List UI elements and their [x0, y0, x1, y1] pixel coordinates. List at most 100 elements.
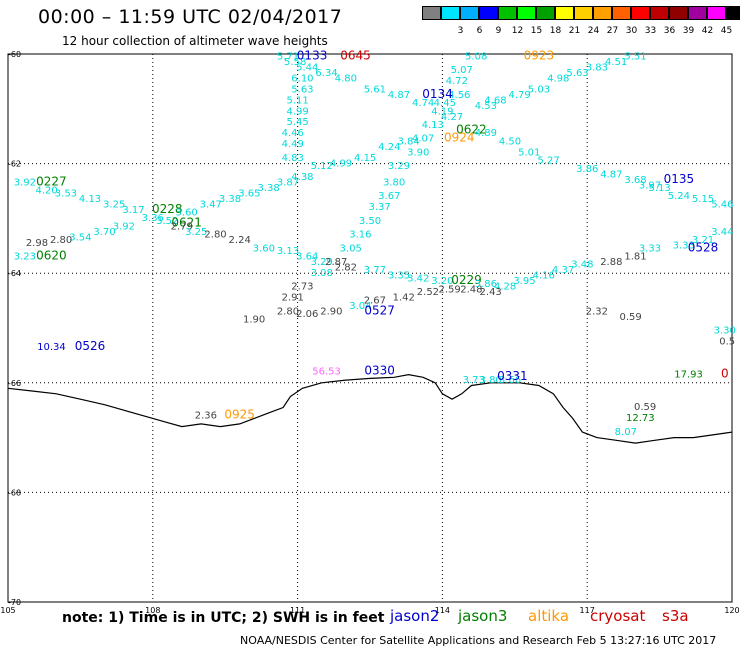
wave-height-label: 56.53 [312, 367, 341, 378]
wave-height-label: 4.24 [378, 142, 400, 153]
wave-height-label: 3.50 [359, 216, 381, 227]
color-bin-label: 24 [587, 26, 600, 36]
wave-height-label: 2.82 [335, 262, 357, 273]
lat-tick-label: -66 [8, 379, 21, 388]
lat-tick-label: -68 [8, 488, 21, 497]
lon-tick-label: 117 [580, 606, 595, 615]
wave-height-label: 4.53 [475, 101, 497, 112]
wave-height-label: 5.61 [364, 84, 386, 95]
wave-height-label: 3.42 [407, 273, 429, 284]
wave-height-label: 5.27 [537, 156, 559, 167]
color-bin-label: 15 [530, 26, 543, 36]
color-bin-swatch [517, 6, 536, 20]
wave-height-label: 4.83 [282, 153, 304, 164]
color-bin-label: 3 [457, 26, 464, 36]
color-bin-label: 18 [549, 26, 562, 36]
pass-time-label: 0621 [171, 216, 202, 230]
wave-height-label: 5.24 [668, 191, 690, 202]
lon-tick-label: 120 [724, 606, 739, 615]
pass-time-label: 0228 [152, 202, 183, 216]
color-bin-swatch [479, 6, 498, 20]
wave-height-label: 4.16 [533, 271, 555, 282]
color-bin-swatch [726, 6, 740, 20]
wave-height-label: 2.80 [50, 235, 72, 246]
wave-height-label: 3.48 [571, 260, 593, 271]
wave-height-label: 3.65 [238, 188, 260, 199]
wave-height-label: 4.38 [291, 172, 313, 183]
lat-tick-label: -62 [8, 160, 21, 169]
wave-height-label: 2.06 [296, 309, 318, 320]
wave-height-label: 10.34 [37, 342, 66, 353]
lon-tick-label: 111 [290, 606, 305, 615]
pass-time-label: 0134 [422, 87, 453, 101]
wave-height-label: 3.29 [311, 257, 333, 268]
wave-height-label: 3.29 [388, 161, 410, 172]
wave-height-label: 2.91 [282, 293, 304, 304]
lon-tick-label: 105 [0, 606, 15, 615]
wave-height-label: 3.33 [673, 241, 695, 252]
map-frame [7, 53, 733, 603]
wave-height-label: 0.59 [620, 312, 642, 323]
color-bin-label: 9 [495, 26, 502, 36]
wave-height-label: 3.08 [311, 268, 333, 279]
wave-height-label: 2.24 [229, 235, 251, 246]
footer-note: note: 1) Time is in UTC; 2) SWH is in fe… [62, 610, 385, 626]
color-bin-label: 45 [720, 26, 733, 36]
wave-height-label: 17.93 [674, 369, 703, 380]
wave-height-label: 5.13 [648, 183, 670, 194]
wave-height-label: 2.87 [325, 257, 347, 268]
color-bin-swatch [574, 6, 593, 20]
legend-jason3: jason3 [458, 607, 508, 625]
wave-height-label: 6.10 [291, 73, 313, 84]
legend-altika: altika [528, 607, 570, 625]
coastline [7, 373, 733, 444]
wave-height-label: 3.25 [185, 227, 207, 238]
wave-height-label: 2.79 [171, 221, 193, 232]
wave-height-label: 1.90 [243, 315, 265, 326]
color-bin-label: 36 [663, 26, 676, 36]
wave-height-label: 5.58 [284, 57, 306, 68]
color-bin-label: 12 [511, 26, 524, 36]
wave-height-label: 3.77 [364, 265, 386, 276]
wave-height-label: 5.08 [465, 51, 487, 62]
wave-height-label: 4.87 [388, 90, 410, 101]
lat-tick-label: -60 [8, 50, 21, 59]
pass-time-label: 0925 [224, 407, 255, 421]
lat-tick-label: -64 [8, 269, 21, 278]
wave-height-label: 4.87 [600, 169, 622, 180]
wave-height-label: 3.80 [480, 375, 502, 386]
wave-height-label: 3.21 [692, 235, 714, 246]
wave-height-label: 3.04 [349, 301, 371, 312]
wave-height-label: 4.68 [484, 95, 506, 106]
wave-height-label: 5.44 [296, 62, 318, 73]
wave-height-label: 5.45 [286, 117, 308, 128]
color-bin-label: 39 [682, 26, 695, 36]
wave-height-label: 5.11 [286, 95, 308, 106]
wave-height-label: 3.54 [69, 232, 91, 243]
wave-height-label: 3.86 [576, 164, 598, 175]
legend-s3a: s3a [662, 607, 689, 625]
wave-height-label: 3.95 [513, 276, 535, 287]
lat-tick-label: -70 [8, 598, 21, 607]
color-bin-swatch [669, 6, 688, 20]
wave-height-label: 3.60 [175, 208, 197, 219]
wave-height-label: 0.59 [634, 402, 656, 413]
wave-height-label: 2.80 [277, 306, 299, 317]
lon-tick-label: 114 [435, 606, 450, 615]
wave-height-label: 3.68 [624, 175, 646, 186]
wave-height-label: 2.32 [586, 306, 608, 317]
wave-height-label: 4.56 [448, 90, 470, 101]
pass-time-label: 0330 [364, 364, 395, 378]
wave-height-label: 3.83 [586, 62, 608, 73]
wave-height-label: 5.63 [566, 68, 588, 79]
wave-height-label: 4.50 [499, 136, 521, 147]
wave-height-label: 4.15 [354, 153, 376, 164]
wave-height-label: 3.92 [14, 178, 36, 189]
color-bin-swatch [593, 6, 612, 20]
color-bin-swatch [707, 6, 726, 20]
wave-height-label: 3.84 [397, 136, 419, 147]
lon-tick-label: 108 [145, 606, 160, 615]
wave-height-label: 3.87 [277, 178, 299, 189]
wave-height-label: 3.25 [103, 199, 125, 210]
wave-height-label: 4.74 [412, 98, 434, 109]
